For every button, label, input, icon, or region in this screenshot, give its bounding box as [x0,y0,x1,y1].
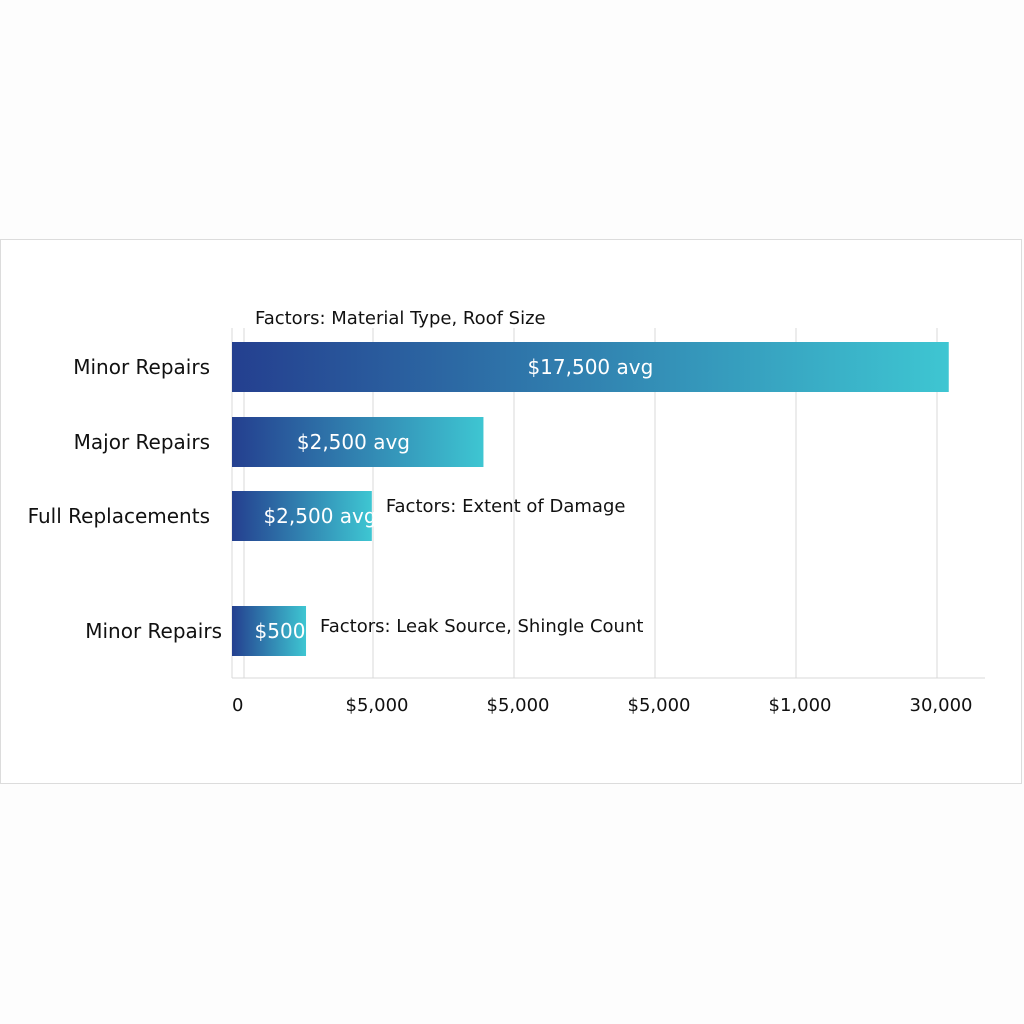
category-label: Full Replacements [28,504,210,528]
bar-value-label: $500 [255,619,306,643]
x-tick-label: $5,000 [487,695,550,716]
bar-value-label: $17,500 avg [527,355,653,379]
bar-chart: 0 $5,000 $5,000 $5,000 $1,000 30,000 $17,500 a… [28,308,985,716]
x-tick-label: $1,000 [769,695,832,716]
x-tick-label: $5,000 [628,695,691,716]
chart-panel: 0 $5,000 $5,000 $5,000 $1,000 30,000 $17,500 a… [0,239,1022,784]
bar [232,342,949,392]
bar-value-label: $2,500 avg [263,504,376,528]
category-label: Major Repairs [74,430,210,454]
bar [232,606,307,656]
annotation-label: Factors: Material Type, Roof Size [255,308,546,329]
category-label: Minor Repairs [73,355,210,379]
annotation-label: Factors: Extent of Damage [386,496,626,517]
category-label: Minor Repairs [85,619,222,643]
x-tick-label: $5,000 [346,695,409,716]
bar-value-label: $2,500 avg [297,430,410,454]
bar [232,491,372,541]
x-tick-label: 30,000 [910,695,973,716]
annotation-label: Factors: Leak Source, Shingle Count [320,616,643,637]
x-tick-label: 0 [232,695,243,716]
bar [232,417,484,467]
